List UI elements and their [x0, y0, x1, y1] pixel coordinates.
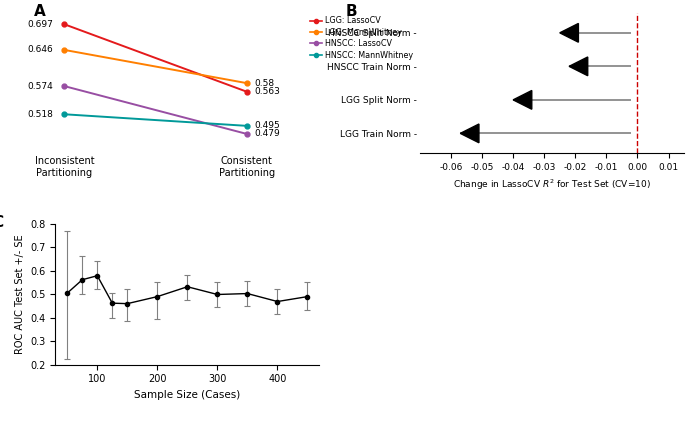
Line: LGG: MannWhitney: LGG: MannWhitney	[62, 47, 249, 86]
Text: 0.479: 0.479	[254, 129, 280, 138]
Text: B: B	[346, 4, 357, 19]
LGG: MannWhitney: (1, 0.58): MannWhitney: (1, 0.58)	[243, 81, 251, 86]
LGG: LassoCV: (1, 0.563): LassoCV: (1, 0.563)	[243, 89, 251, 94]
Legend: LGG: LassoCV, LGG: MannWhitney, HNSCC: LassoCV, HNSCC: MannWhitney: LGG: LassoCV, LGG: MannWhitney, HNSCC: L…	[307, 14, 416, 62]
Text: 0.574: 0.574	[28, 82, 53, 91]
Text: 0.697: 0.697	[28, 20, 53, 29]
Text: 0.563: 0.563	[254, 87, 280, 96]
Line: HNSCC: LassoCV: HNSCC: LassoCV	[62, 84, 249, 136]
Line: LGG: LassoCV: LGG: LassoCV	[62, 22, 249, 94]
Y-axis label: ROC AUC Test Set +/- SE: ROC AUC Test Set +/- SE	[15, 234, 25, 354]
HNSCC: LassoCV: (1, 0.479): LassoCV: (1, 0.479)	[243, 131, 251, 137]
HNSCC: MannWhitney: (1, 0.495): MannWhitney: (1, 0.495)	[243, 123, 251, 128]
Text: 0.495: 0.495	[254, 121, 280, 130]
LGG: LassoCV: (0, 0.697): LassoCV: (0, 0.697)	[60, 22, 68, 27]
Polygon shape	[513, 90, 532, 109]
Text: C: C	[0, 215, 3, 230]
Line: HNSCC: MannWhitney: HNSCC: MannWhitney	[62, 112, 249, 128]
Text: A: A	[34, 4, 46, 19]
HNSCC: MannWhitney: (0, 0.518): MannWhitney: (0, 0.518)	[60, 112, 68, 117]
Text: 0.518: 0.518	[28, 110, 53, 119]
Polygon shape	[560, 23, 578, 42]
Polygon shape	[460, 124, 479, 143]
Text: 0.646: 0.646	[28, 45, 53, 54]
X-axis label: Sample Size (Cases): Sample Size (Cases)	[134, 390, 240, 400]
Text: 0.58: 0.58	[254, 78, 274, 88]
Polygon shape	[569, 57, 588, 76]
X-axis label: Change in LassoCV $R^2$ for Test Set (CV=10): Change in LassoCV $R^2$ for Test Set (CV…	[453, 178, 651, 192]
HNSCC: LassoCV: (0, 0.574): LassoCV: (0, 0.574)	[60, 84, 68, 89]
LGG: MannWhitney: (0, 0.646): MannWhitney: (0, 0.646)	[60, 47, 68, 53]
